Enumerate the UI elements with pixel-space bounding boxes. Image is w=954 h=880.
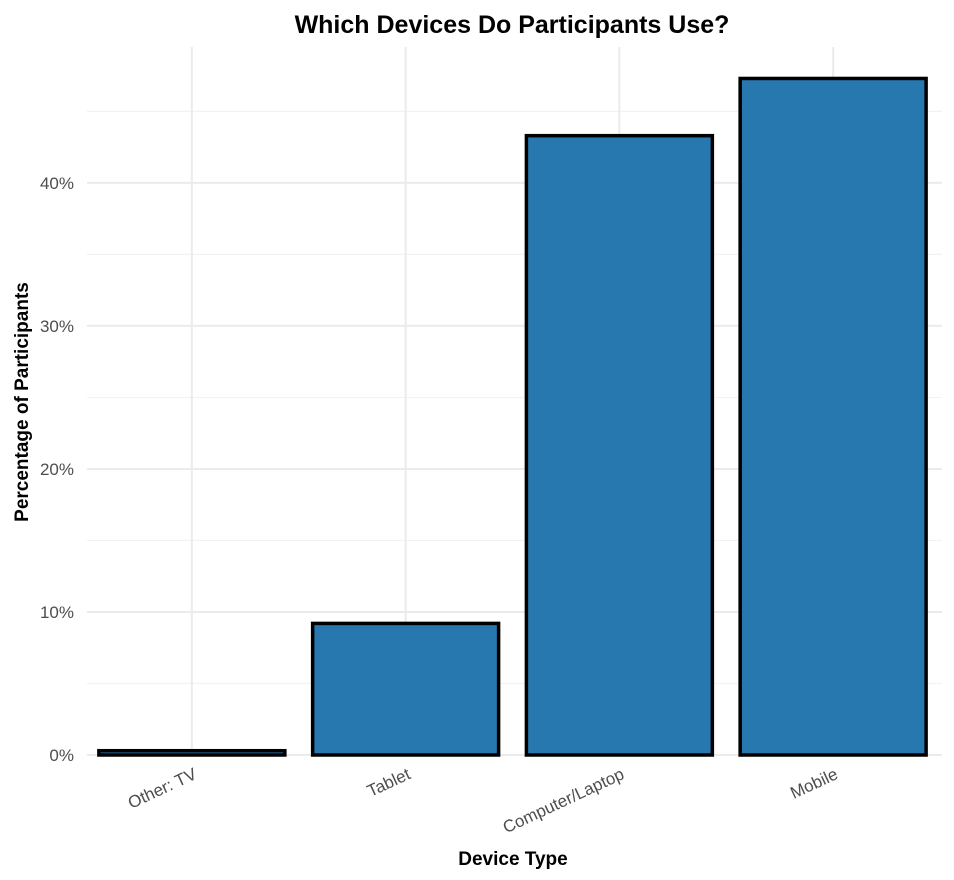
chart-title: Which Devices Do Participants Use? (295, 11, 730, 39)
bar (97, 748, 287, 757)
x-tick-label: Computer/Laptop (500, 764, 627, 837)
x-axis-title: Device Type (458, 849, 567, 870)
y-tick-label: 30% (40, 317, 74, 336)
y-axis-ticks: 0% 10% 20% 30% 40% (40, 174, 74, 765)
x-axis-ticks: Other: TV Tablet Computer/Laptop Mobile (125, 764, 841, 837)
bar (310, 621, 501, 757)
bar (738, 76, 928, 757)
bar (524, 133, 715, 757)
y-axis-title: Percentage of Participants (12, 282, 33, 522)
y-tick-label: 0% (49, 746, 74, 765)
x-tick-label: Tablet (364, 764, 413, 801)
x-tick-label: Mobile (787, 764, 840, 802)
y-tick-label: 20% (40, 460, 74, 479)
y-tick-label: 40% (40, 174, 74, 193)
y-tick-label: 10% (40, 603, 74, 622)
bars-layer (97, 76, 928, 757)
x-tick-label: Other: TV (125, 764, 200, 813)
